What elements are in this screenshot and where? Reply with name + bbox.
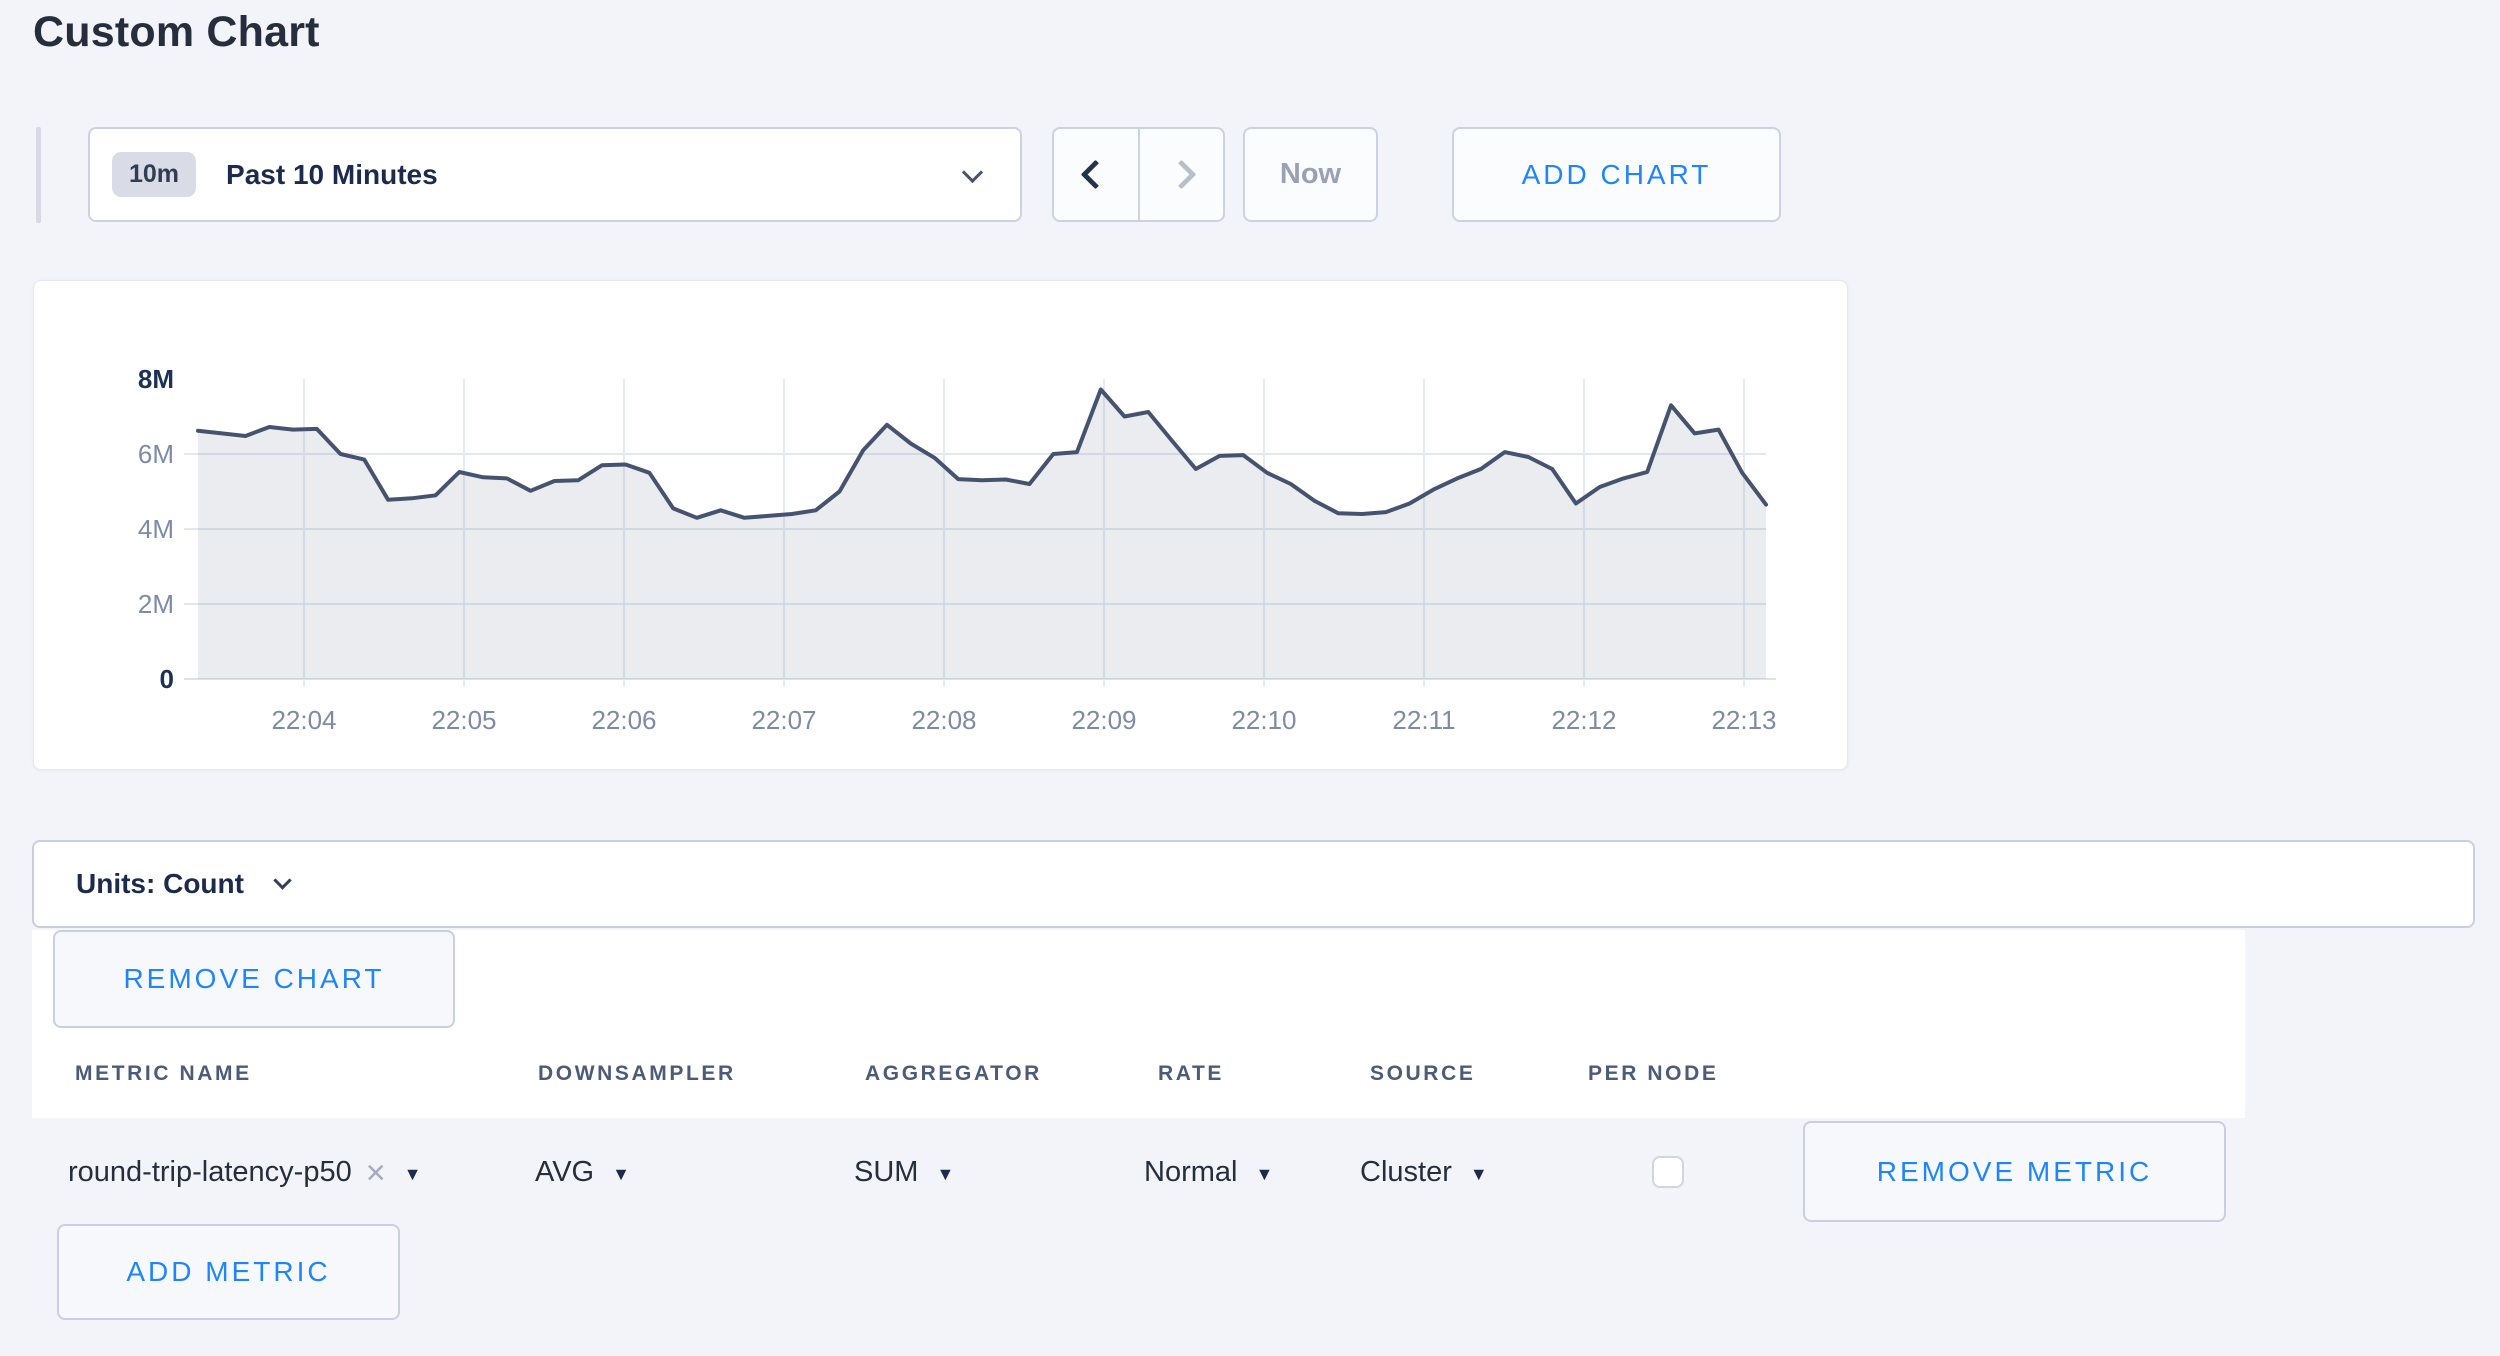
now-button[interactable]: Now bbox=[1243, 127, 1378, 222]
aggregator-value: SUM bbox=[854, 1155, 919, 1188]
metric-name-dropdown[interactable]: round-trip-latency-p50 bbox=[68, 1130, 421, 1214]
x-axis-tick-label: 22:06 bbox=[591, 705, 656, 735]
chart-card: 8M 6M 4M 2M 0 22:04 22:05 22:06 22:07 22:08 22:09 2… bbox=[33, 280, 1848, 770]
x-axis-tick-label: 22:12 bbox=[1551, 705, 1616, 735]
chevron-left-icon bbox=[1080, 159, 1111, 190]
x-axis-tick-label: 22:09 bbox=[1071, 705, 1136, 735]
chevron-right-icon bbox=[1166, 159, 1197, 190]
remove-chart-button[interactable]: REMOVE CHART bbox=[53, 930, 455, 1028]
remove-metric-button[interactable]: REMOVE METRIC bbox=[1803, 1121, 2226, 1222]
toolbar-accent-bar bbox=[36, 127, 41, 223]
column-header-source: SOURCE bbox=[1370, 1062, 1476, 1085]
y-axis-tick-label: 8M bbox=[138, 364, 174, 394]
units-dropdown[interactable]: Units: Count bbox=[32, 840, 2475, 928]
page-title: Custom Chart bbox=[33, 8, 320, 56]
column-header-per-node: PER NODE bbox=[1588, 1062, 1719, 1085]
chart-area-fill bbox=[198, 389, 1766, 679]
prev-time-button[interactable] bbox=[1054, 129, 1140, 220]
y-axis-tick-label: 4M bbox=[138, 514, 174, 544]
y-axis-tick-label: 2M bbox=[138, 589, 174, 619]
dropdown-caret-icon bbox=[612, 1164, 630, 1185]
add-metric-button[interactable]: ADD METRIC bbox=[57, 1224, 400, 1320]
downsampler-value: AVG bbox=[535, 1155, 595, 1188]
x-axis-tick-label: 22:04 bbox=[271, 705, 336, 735]
time-window-label: Past 10 Minutes bbox=[226, 158, 438, 190]
source-dropdown[interactable]: Cluster bbox=[1360, 1130, 1488, 1214]
column-header-metric-name: METRIC NAME bbox=[75, 1062, 252, 1085]
column-header-aggregator: AGGREGATOR bbox=[865, 1062, 1042, 1085]
time-window-badge: 10m bbox=[112, 152, 197, 197]
dropdown-caret-icon bbox=[936, 1164, 954, 1185]
timeseries-chart[interactable]: 8M 6M 4M 2M 0 22:04 22:05 22:06 22:07 22:08 22:09 2… bbox=[34, 281, 1849, 771]
source-value: Cluster bbox=[1360, 1155, 1452, 1188]
chevron-down-icon bbox=[961, 161, 984, 184]
aggregator-dropdown[interactable]: SUM bbox=[854, 1130, 954, 1214]
x-axis-tick-label: 22:10 bbox=[1231, 705, 1296, 735]
units-dropdown-label: Units: Count bbox=[76, 868, 244, 899]
next-time-button[interactable] bbox=[1140, 129, 1224, 220]
column-header-downsampler: DOWNSAMPLER bbox=[538, 1062, 736, 1085]
dropdown-caret-icon bbox=[1470, 1164, 1488, 1185]
rate-value: Normal bbox=[1144, 1155, 1238, 1188]
y-axis-tick-label: 0 bbox=[160, 664, 174, 694]
x-axis-tick-label: 22:11 bbox=[1392, 705, 1455, 735]
dropdown-caret-icon bbox=[404, 1164, 422, 1185]
chart-line bbox=[196, 387, 1768, 520]
column-header-rate: RATE bbox=[1158, 1062, 1225, 1085]
dropdown-caret-icon bbox=[1255, 1164, 1273, 1185]
x-axis-tick-label: 22:08 bbox=[911, 705, 976, 735]
downsampler-dropdown[interactable]: AVG bbox=[535, 1130, 630, 1214]
x-axis-tick-label: 22:07 bbox=[751, 705, 816, 735]
y-axis-tick-label: 6M bbox=[138, 439, 174, 469]
x-axis-tick-label: 22:05 bbox=[431, 705, 496, 735]
chevron-down-icon bbox=[273, 870, 292, 890]
add-chart-button[interactable]: ADD CHART bbox=[1452, 127, 1781, 222]
per-node-checkbox[interactable] bbox=[1652, 1156, 1684, 1188]
rate-dropdown[interactable]: Normal bbox=[1144, 1130, 1273, 1214]
metric-name-value: round-trip-latency-p50 bbox=[68, 1155, 352, 1188]
time-window-select[interactable]: 10m Past 10 Minutes bbox=[88, 127, 1022, 222]
x-axis-tick-label: 22:13 bbox=[1711, 705, 1776, 735]
clear-metric-icon[interactable] bbox=[366, 1154, 386, 1193]
time-nav-button-group bbox=[1052, 127, 1225, 222]
